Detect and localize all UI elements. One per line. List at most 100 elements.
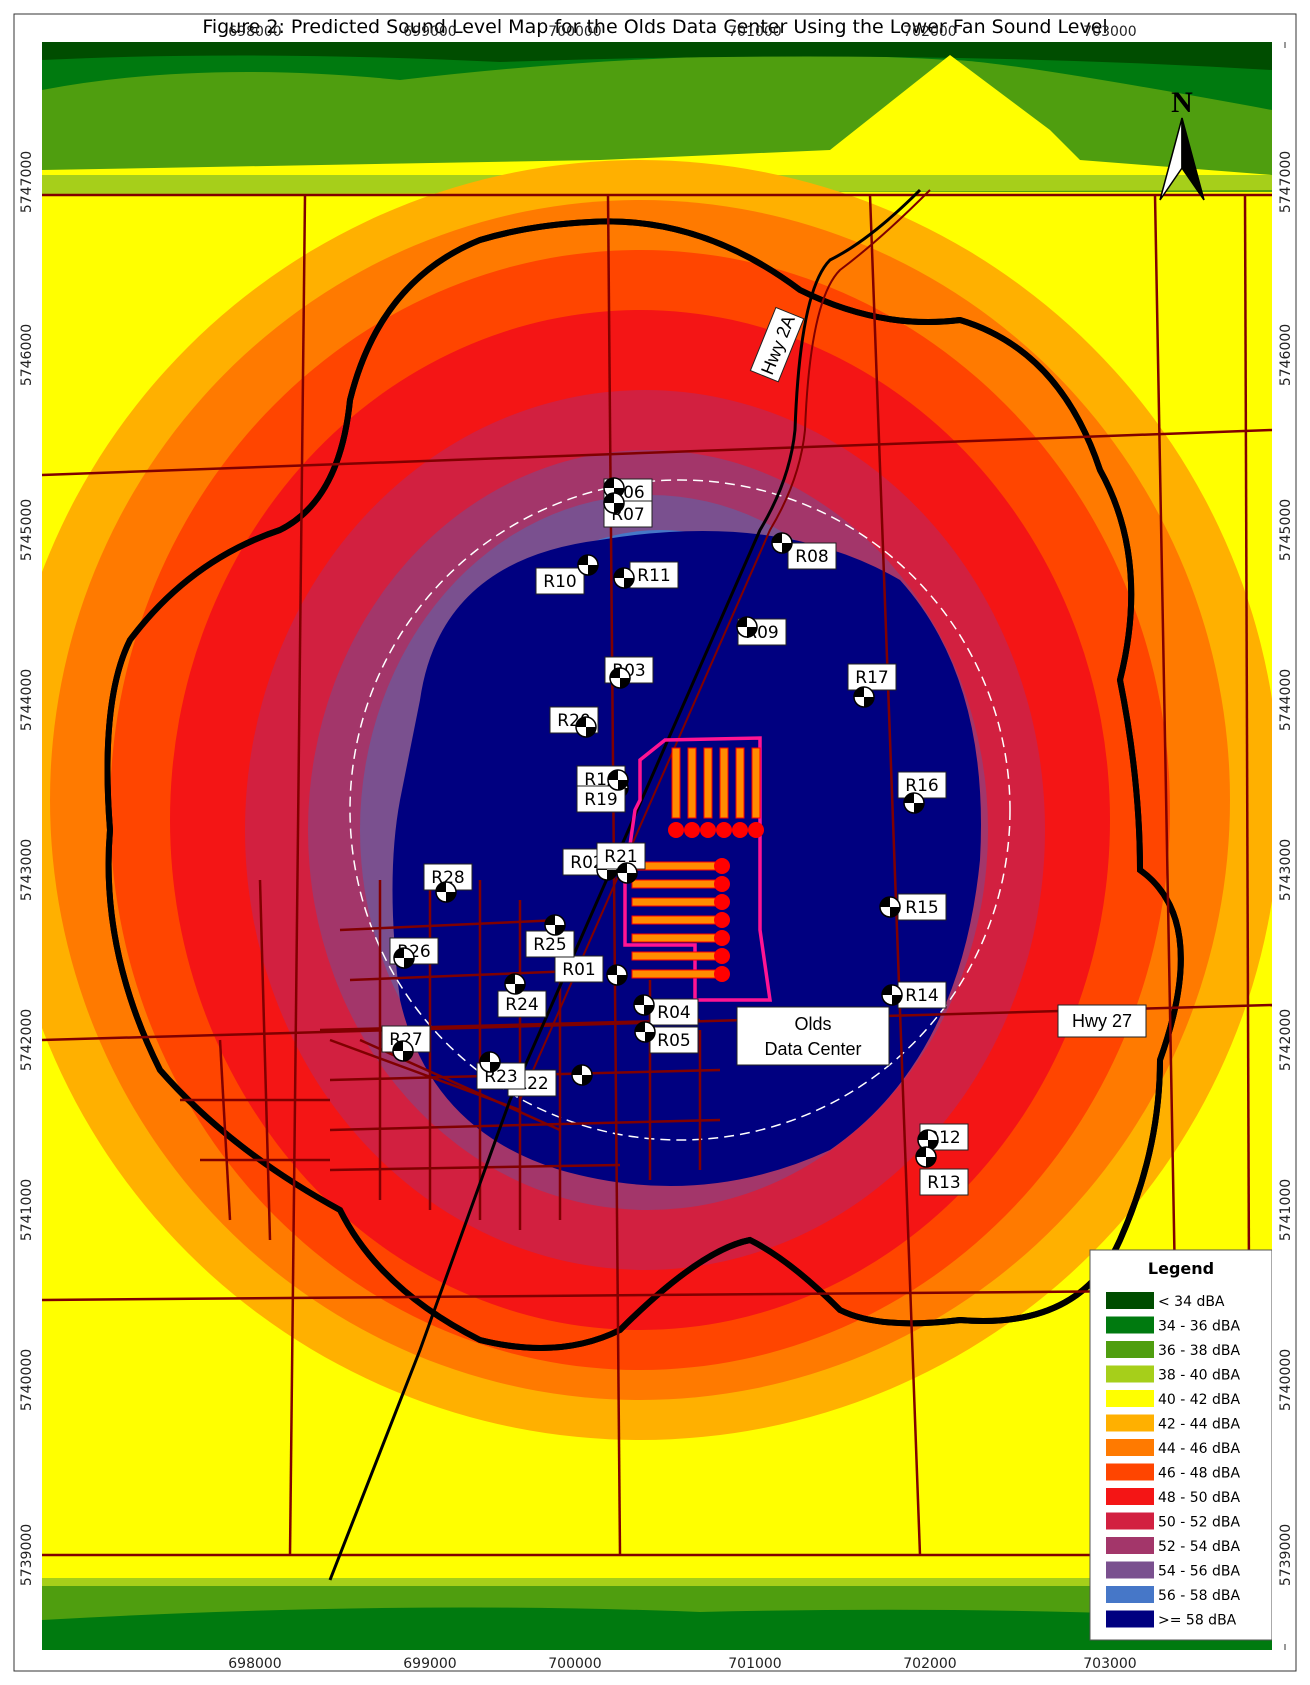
receptor-r05: R05 xyxy=(634,1021,699,1054)
legend-item: < 34 dBA xyxy=(1106,1292,1225,1310)
legend-swatch xyxy=(1106,1365,1154,1383)
legend-item: 36 - 38 dBA xyxy=(1106,1341,1241,1359)
receptor-r16: R16 xyxy=(897,771,947,814)
svg-text:Data Center: Data Center xyxy=(764,1039,861,1059)
map-frame xyxy=(13,13,1297,1672)
receptor-label-box xyxy=(629,561,679,589)
contour-34-36-top xyxy=(42,42,1272,110)
legend-title: Legend xyxy=(1148,1259,1214,1278)
y-tick-label-right: 5740000 xyxy=(1278,1349,1294,1411)
receptor-r11: R11 xyxy=(613,561,679,589)
receptor-label: R10 xyxy=(543,572,576,592)
y-tick-label-right: 5744000 xyxy=(1278,669,1294,731)
svg-text:N: N xyxy=(1171,86,1193,119)
y-tick-label-right: 5741000 xyxy=(1278,1179,1294,1241)
receptor-label-box xyxy=(554,955,604,983)
legend-label: 56 - 58 dBA xyxy=(1158,1588,1241,1604)
legend-item: 48 - 50 dBA xyxy=(1106,1488,1241,1506)
receptor-r21: R21 xyxy=(596,842,646,884)
fan-unit xyxy=(687,747,697,819)
legend-swatch xyxy=(1106,1414,1154,1432)
fan-unit-head xyxy=(732,822,748,838)
fan-unit-head xyxy=(714,912,730,928)
fan-unit xyxy=(735,747,745,819)
contour-40-42-north xyxy=(42,55,1272,190)
x-tick-label-bottom: 702000 xyxy=(903,1656,956,1672)
fan-unit-head xyxy=(668,822,684,838)
x-tick-label-bottom: 699000 xyxy=(403,1656,456,1672)
bottom-axis: 698000 699000 700000 701000 702000 703000 xyxy=(59,1644,1286,1672)
facility-site xyxy=(623,736,773,1002)
fan-unit-head xyxy=(714,876,730,892)
legend-label: 38 - 40 dBA xyxy=(1158,1368,1241,1384)
receptor-r23: R23 xyxy=(476,1051,526,1090)
fan-unit xyxy=(631,951,718,961)
fan-unit xyxy=(631,969,718,979)
y-tick-label-left: 5747000 xyxy=(19,151,35,213)
legend-swatch xyxy=(1106,1610,1154,1628)
legend-item: 52 - 54 dBA xyxy=(1106,1537,1241,1555)
receptor-r12: R12 xyxy=(917,1123,969,1151)
sound-contours xyxy=(42,160,1272,1440)
north-arrow-icon: N xyxy=(1159,86,1205,201)
receptor-r20: R20 xyxy=(549,706,599,738)
legend-label: 48 - 50 dBA xyxy=(1158,1490,1241,1506)
legend-item: 46 - 48 dBA xyxy=(1106,1463,1241,1482)
y-tick-label-left: 5741000 xyxy=(19,1179,35,1241)
legend-label: < 34 dBA xyxy=(1158,1294,1225,1310)
receptor-r09: R09 xyxy=(736,616,787,646)
receptor-r25: R25 xyxy=(525,914,575,958)
label-hwy27: Hwy 27 xyxy=(1057,1004,1147,1038)
contour-34-36-bottom xyxy=(42,1607,1272,1650)
x-tick-label-bottom: 701000 xyxy=(728,1656,781,1672)
x-tick-label-bottom: 698000 xyxy=(228,1656,281,1672)
legend-label: 54 - 56 dBA xyxy=(1158,1564,1241,1580)
y-tick-label-left: 5740000 xyxy=(19,1349,35,1411)
y-tick-label-left: 5746000 xyxy=(19,324,35,386)
legend-swatch xyxy=(1106,1561,1154,1579)
legend-item: 38 - 40 dBA xyxy=(1106,1365,1241,1384)
receptor-r13: R13 xyxy=(915,1146,969,1196)
receptor-label: R16 xyxy=(905,776,938,796)
legend-swatch xyxy=(1106,1512,1154,1530)
receptor-label-box xyxy=(847,663,897,691)
fan-unit-head xyxy=(714,948,730,964)
legend-swatch xyxy=(1106,1292,1154,1309)
receptor-r28: R28 xyxy=(423,863,473,903)
receptor-r17: R17 xyxy=(847,663,897,708)
receptor-label-box xyxy=(897,981,947,1009)
label-facility: Olds Data Center xyxy=(736,1006,890,1066)
receptor-label: R28 xyxy=(431,868,464,888)
receptor-label: R14 xyxy=(905,986,938,1006)
legend-label: 52 - 54 dBA xyxy=(1158,1539,1241,1555)
legend-swatch xyxy=(1106,1488,1154,1505)
y-tick-label-right: 5742000 xyxy=(1278,1009,1294,1071)
y-tick-label-right: 5745000 xyxy=(1278,499,1294,561)
receptor-r08: R08 xyxy=(771,532,837,570)
legend-item: >= 58 dBA xyxy=(1106,1610,1237,1629)
legend-swatch xyxy=(1106,1341,1154,1358)
fan-unit-head xyxy=(748,822,764,838)
highway-2a xyxy=(328,188,922,1581)
receptor-r24: R24 xyxy=(497,973,547,1018)
receptor-label: R04 xyxy=(657,1003,690,1023)
legend-swatch xyxy=(1106,1586,1154,1603)
receptor-r15: R15 xyxy=(879,893,947,921)
fan-unit xyxy=(631,915,718,925)
legend-label: 50 - 52 dBA xyxy=(1158,1515,1241,1531)
receptor-label-box xyxy=(787,542,837,570)
legend-item: 40 - 42 dBA xyxy=(1106,1390,1241,1408)
y-tick-label-right: 5739000 xyxy=(1278,1524,1294,1586)
receptor-label: R24 xyxy=(505,995,538,1015)
y-tick-label-right: 5746000 xyxy=(1278,324,1294,386)
svg-text:Hwy 27: Hwy 27 xyxy=(1072,1011,1132,1031)
legend-swatch xyxy=(1106,1316,1154,1334)
receptor-label: R08 xyxy=(795,547,828,567)
receptor-label: R25 xyxy=(533,935,566,955)
legend-label: 34 - 36 dBA xyxy=(1158,1319,1241,1335)
fan-unit xyxy=(631,897,718,907)
receptor-label: R19 xyxy=(584,790,617,810)
x-tick-label-bottom: 703000 xyxy=(1083,1656,1136,1672)
receptor-r07: R07 xyxy=(603,492,653,528)
